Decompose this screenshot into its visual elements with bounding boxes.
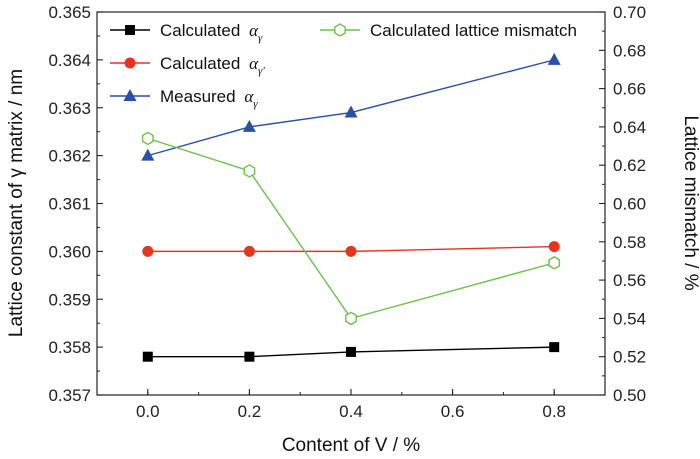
right-tick-label: 0.70 <box>613 3 646 22</box>
series-line <box>147 137 555 320</box>
data-point <box>344 105 358 118</box>
x-tick-label: 0.2 <box>238 402 262 421</box>
legend-marker <box>123 89 137 101</box>
data-point <box>548 241 560 253</box>
data-point <box>141 148 155 161</box>
legend-entry: Calculated αγ <box>110 21 263 44</box>
x-tick-label: 0.0 <box>136 402 160 421</box>
legend-marker <box>124 57 136 69</box>
data-point <box>141 131 154 146</box>
right-tick-label: 0.54 <box>613 309 646 328</box>
right-tick-label: 0.56 <box>613 271 646 290</box>
right-tick-label: 0.68 <box>613 41 646 60</box>
right-tick-label: 0.66 <box>613 80 646 99</box>
left-tick-label: 0.359 <box>48 290 91 309</box>
left-tick-label: 0.364 <box>48 51 91 70</box>
legend-entry: Calculated lattice mismatch <box>320 21 577 40</box>
data-point <box>346 346 356 357</box>
right-axis-ticks: 0.50 0.52 0.54 0.56 0.58 0.60 0.62 0.64 0.66 0.68… <box>599 3 646 405</box>
legend-entry: Calculated αγ' <box>110 54 265 77</box>
right-tick-label: 0.50 <box>613 386 646 405</box>
series-3 <box>141 52 561 161</box>
data-point <box>242 119 256 132</box>
x-axis-ticks: 0.0 0.2 0.4 0.6 0.8 <box>96 389 606 421</box>
right-tick-label: 0.60 <box>613 195 646 214</box>
data-point <box>549 342 560 353</box>
legend-marker <box>334 23 346 37</box>
legend-label: Calculated lattice mismatch <box>370 21 577 40</box>
series-line <box>147 59 555 157</box>
series-layer <box>141 52 561 362</box>
left-tick-label: 0.363 <box>48 99 91 118</box>
legend-marker <box>125 25 135 35</box>
left-tick-label: 0.365 <box>48 3 91 22</box>
legend-label: Calculated αγ <box>160 21 263 44</box>
legend: Calculated αγ Calculated αγ' Measured αγ Ca… <box>110 21 577 110</box>
legend-entry: Measured αγ <box>110 87 258 110</box>
left-axis-title: Lattice constant of γ matrix / nm <box>6 69 27 337</box>
data-point <box>548 256 561 270</box>
left-tick-label: 0.361 <box>48 195 91 214</box>
right-axis-title: Lattice mismatch / % <box>680 115 700 290</box>
left-tick-label: 0.362 <box>48 147 91 166</box>
series-line <box>147 245 555 253</box>
x-axis-title: Content of V / % <box>282 435 420 456</box>
right-tick-label: 0.62 <box>613 156 646 175</box>
right-tick-label: 0.58 <box>613 233 646 252</box>
right-tick-label: 0.64 <box>613 118 646 137</box>
data-point <box>142 245 154 257</box>
series-2 <box>142 241 560 257</box>
data-point <box>547 52 561 65</box>
x-tick-label: 0.4 <box>339 402 363 421</box>
data-point <box>243 164 256 178</box>
legend-label: Calculated αγ' <box>160 54 265 77</box>
x-tick-label: 0.8 <box>542 402 566 421</box>
series-4 <box>141 131 561 326</box>
right-tick-label: 0.52 <box>613 348 646 367</box>
data-point <box>345 311 357 326</box>
data-point <box>243 245 255 257</box>
data-point <box>244 351 255 362</box>
data-point <box>345 245 357 257</box>
series-1 <box>142 342 560 362</box>
x-tick-label: 0.6 <box>441 402 465 421</box>
left-tick-label: 0.358 <box>48 338 91 357</box>
series-line <box>147 346 555 358</box>
legend-label: Measured αγ <box>160 87 258 110</box>
left-tick-label: 0.357 <box>48 386 91 405</box>
left-tick-label: 0.360 <box>48 242 91 261</box>
data-point <box>142 351 153 362</box>
left-axis-ticks: 0.357 0.358 0.359 0.360 0.361 0.362 0.363 0.364… <box>48 3 103 405</box>
